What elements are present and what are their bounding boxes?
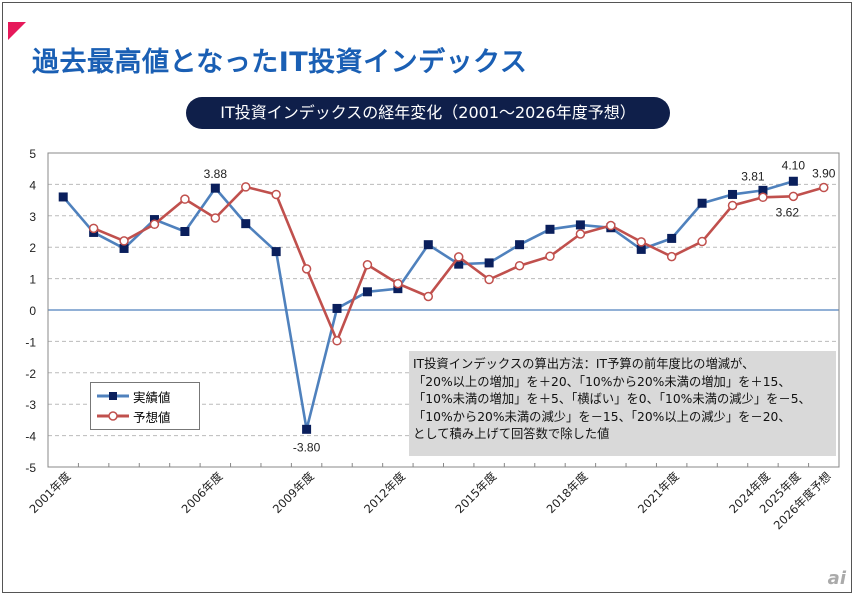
forecast-marker [453, 252, 464, 262]
forecast-marker [362, 260, 373, 270]
forecast-marker [484, 274, 494, 285]
forecast-marker [393, 278, 403, 289]
slide-title: 過去最高値となったIT投資インデックス [32, 47, 528, 78]
data-label: 3.88 [204, 167, 228, 181]
actual-marker [393, 284, 403, 294]
forecast-marker [758, 192, 768, 203]
note-line: として積み上げて回答数で除した値 [413, 427, 610, 441]
forecast-marker [332, 336, 342, 346]
actual-marker [575, 220, 585, 230]
y-tick-label: -3 [25, 398, 36, 412]
x-tick-label: 2021年度 [635, 469, 682, 516]
forecast-marker [545, 251, 555, 262]
forecast-marker [606, 220, 616, 231]
actual-marker [332, 303, 342, 313]
legend-label: 実績値 [133, 389, 171, 405]
actual-marker [515, 240, 525, 250]
data-label: 3.81 [741, 169, 765, 183]
actual-marker [302, 424, 312, 434]
forecast-marker [514, 260, 525, 271]
forecast-marker [241, 182, 251, 192]
y-tick-label: 4 [29, 178, 36, 192]
x-tick-label: 2018年度 [544, 469, 591, 516]
forecast-marker [88, 223, 99, 234]
forecast-marker [271, 189, 281, 200]
actual-marker [697, 198, 707, 208]
actual-marker [788, 176, 798, 186]
actual-marker [271, 247, 281, 257]
note-line: IT投資インデックスの算出方法：IT予算の前年度比の増減が、 [413, 357, 755, 371]
forecast-marker [575, 229, 586, 239]
legend-item-forecast: 予想値 [97, 407, 171, 425]
actual-marker [423, 240, 433, 250]
note-line: 「10%から20%未満の減少」を－15、「20%以上の減少」を－20、 [413, 409, 791, 424]
data-label: 3.90 [812, 167, 836, 181]
note-line: 「20%以上の増加」を＋20、「10%から20%未満の増加」を＋15、 [413, 374, 791, 389]
y-tick-label: -4 [25, 430, 36, 444]
forecast-marker [727, 200, 738, 211]
data-label: 3.62 [776, 205, 800, 219]
x-tick-label: 2012年度 [361, 469, 408, 516]
x-tick-label: 2006年度 [179, 469, 226, 516]
actual-marker [545, 224, 555, 234]
actual-marker [728, 189, 738, 199]
data-label: -3.80 [293, 440, 321, 454]
y-tick-label: 5 [29, 147, 36, 161]
y-tick-label: 3 [29, 210, 36, 224]
actual-marker [241, 219, 251, 229]
logo: ai [827, 568, 846, 589]
forecast-marker [180, 194, 190, 204]
forecast-marker [819, 182, 829, 193]
actual-marker [454, 259, 464, 269]
method-note: IT投資インデックスの算出方法：IT予算の前年度比の増減が、 「20%以上の増加… [409, 351, 836, 456]
actual-marker [362, 287, 372, 297]
legend-label: 予想値 [133, 409, 171, 425]
y-tick-label: 2 [29, 241, 36, 255]
actual-marker [119, 243, 129, 253]
forecast-marker [301, 264, 312, 274]
y-tick-label: -2 [25, 367, 36, 381]
data-label: 4.10 [782, 158, 806, 172]
actual-marker [758, 185, 768, 195]
x-tick-label: 2001年度 [26, 469, 73, 516]
legend-item-actual: 実績値 [97, 387, 171, 405]
actual-marker [484, 258, 494, 268]
x-tick-label: 2009年度 [270, 469, 317, 516]
actual-marker [58, 192, 68, 202]
accent-triangle [8, 22, 26, 40]
forecast-marker [149, 219, 160, 230]
y-tick-label: 0 [29, 304, 36, 318]
y-tick-label: -5 [25, 461, 36, 475]
x-tick-label: 2015年度 [452, 469, 499, 516]
actual-marker [636, 244, 646, 254]
forecast-marker [788, 191, 799, 202]
forecast-marker [210, 213, 221, 223]
forecast-marker [697, 236, 707, 247]
y-tick-label: 1 [29, 273, 36, 287]
note-line: 「10%未満の増加」を＋5、「横ばい」を0、「10%未満の減少」を－5、 [413, 392, 811, 406]
y-tick-label: -1 [25, 335, 36, 349]
forecast-marker [119, 236, 129, 246]
chart-title: IT投資インデックスの経年変化（2001～2026年度予想） [186, 97, 670, 129]
legend: 実績値 予想値 [90, 382, 200, 430]
forecast-marker [423, 291, 434, 302]
actual-marker [667, 233, 677, 243]
actual-marker [180, 227, 190, 236]
actual-marker [210, 183, 220, 193]
forecast-marker [666, 251, 677, 262]
forecast-marker [636, 237, 646, 247]
